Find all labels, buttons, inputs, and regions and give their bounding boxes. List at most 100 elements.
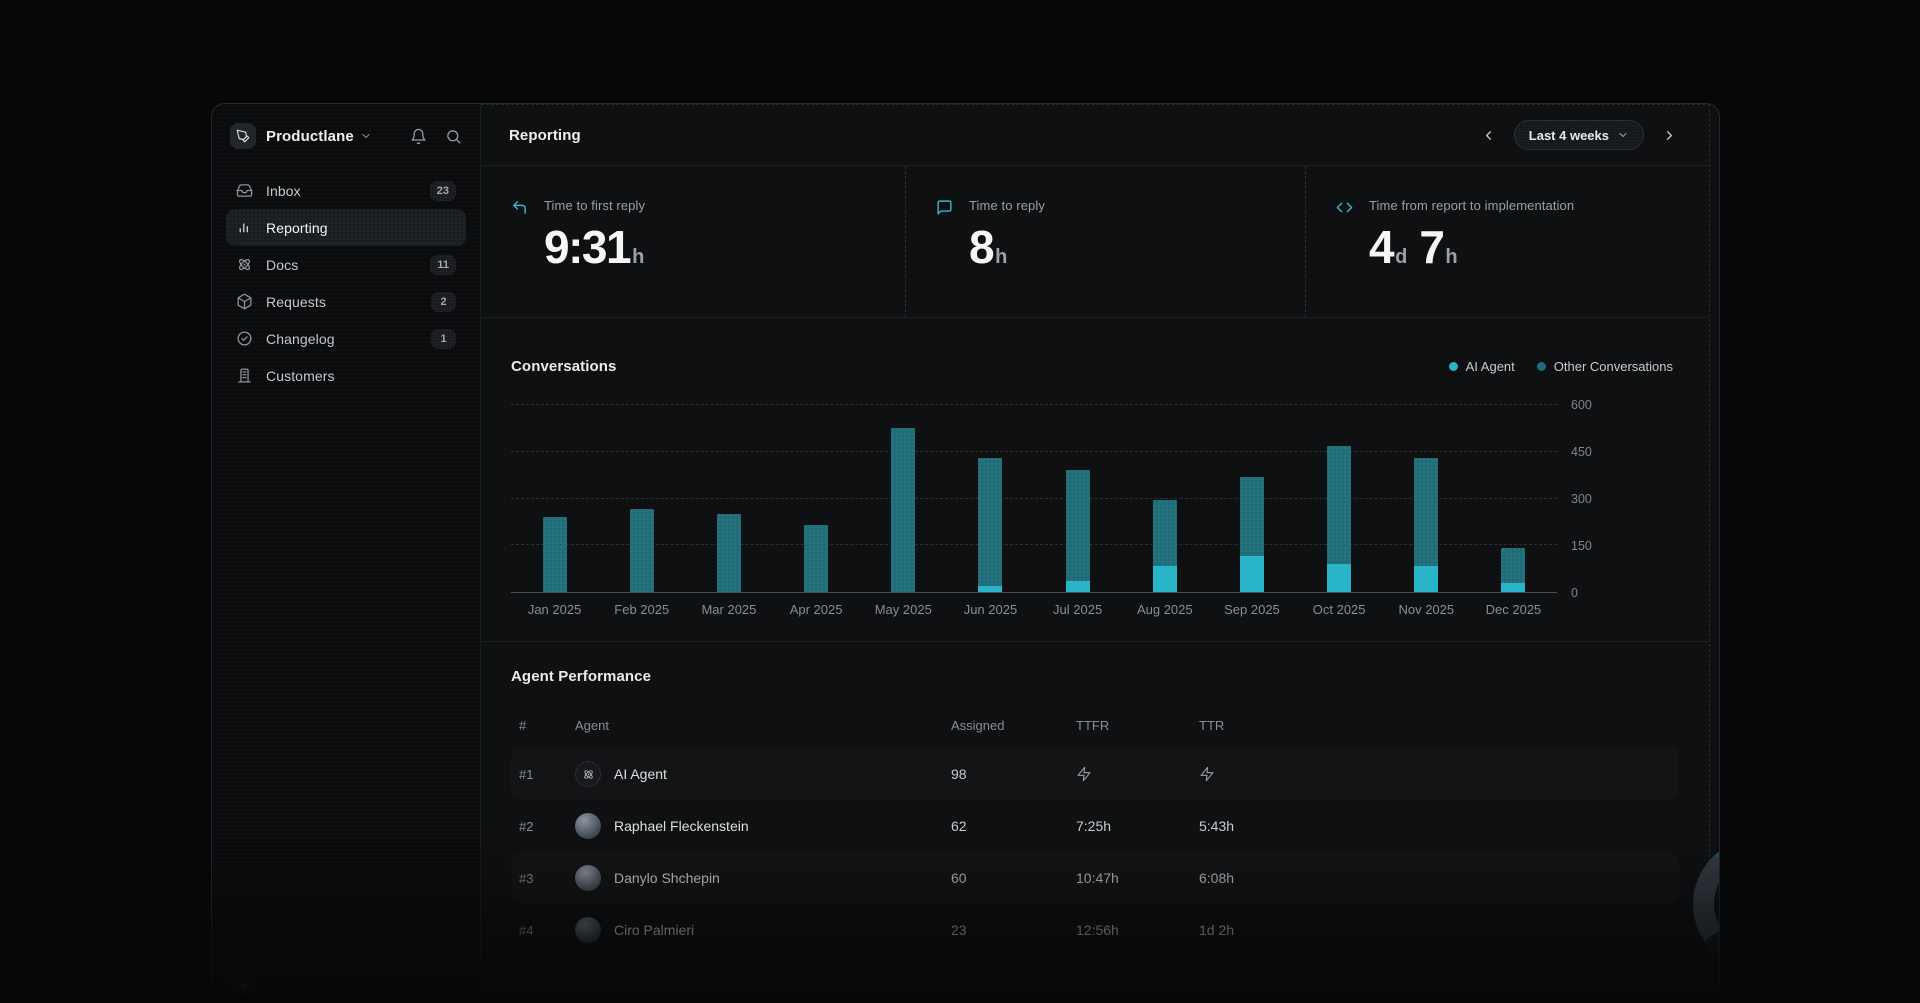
zap-icon xyxy=(1076,766,1199,782)
building-icon xyxy=(236,367,253,384)
agent-cell: AI Agent xyxy=(575,761,951,787)
segment-other-conversations xyxy=(1327,445,1352,564)
ttr-cell: 6:08h xyxy=(1199,870,1235,886)
segment-ai-agent xyxy=(1414,565,1439,592)
sidebar-item-label: Changelog xyxy=(266,330,335,347)
legend-label: Other Conversations xyxy=(1553,359,1673,374)
bar-jun-2025[interactable] xyxy=(947,405,1034,592)
chevron-down-icon xyxy=(1617,129,1629,141)
bar-chart-icon xyxy=(236,219,253,236)
atom-icon xyxy=(236,256,253,273)
segment-other-conversations xyxy=(1239,476,1264,557)
x-tick-label: Dec 2025 xyxy=(1485,602,1542,617)
segment-other-conversations xyxy=(1152,500,1177,566)
sidebar-item-label: Inbox xyxy=(266,182,301,199)
bar-dec-2025[interactable] xyxy=(1470,405,1557,592)
notifications-button[interactable] xyxy=(410,128,427,145)
sidebar-item-badge: 1 xyxy=(431,328,456,349)
sidebar: Productlane Inbox 23 Reporting Docs 11 Reques… xyxy=(212,104,481,1003)
inbox-icon xyxy=(236,182,253,199)
ttfr-cell: 10:47h xyxy=(1076,870,1119,886)
help-button[interactable]: ? xyxy=(228,974,258,1003)
bar-apr-2025[interactable] xyxy=(773,405,860,592)
bar-stack xyxy=(1327,405,1352,592)
bar-feb-2025[interactable] xyxy=(598,405,685,592)
sidebar-item-badge: 2 xyxy=(431,291,456,312)
table-row[interactable]: #1 AI Agent 98 xyxy=(511,748,1679,800)
avatar xyxy=(575,761,601,787)
ttfr-cell: 12:56h xyxy=(1076,922,1119,938)
ttr-cell: 1d 2h xyxy=(1199,922,1235,938)
sidebar-item-badge: 23 xyxy=(429,180,456,201)
segment-ai-agent xyxy=(1327,563,1352,592)
legend-item[interactable]: Other Conversations xyxy=(1536,359,1673,374)
bar-oct-2025[interactable] xyxy=(1296,405,1383,592)
bar-may-2025[interactable] xyxy=(860,405,947,592)
chart-y-axis: 0 150 300 450 600 xyxy=(1571,398,1613,600)
x-tick-label: Apr 2025 xyxy=(789,602,843,617)
sidebar-item-reporting[interactable]: Reporting xyxy=(226,209,466,246)
chart-plot-area xyxy=(511,404,1557,593)
cube-icon xyxy=(236,293,253,310)
segment-other-conversations xyxy=(1501,548,1526,583)
sidebar-item-customers[interactable]: Customers xyxy=(226,357,466,394)
segment-ai-agent xyxy=(1239,556,1264,592)
bar-stack xyxy=(1414,405,1439,592)
bar-nov-2025[interactable] xyxy=(1383,405,1470,592)
segment-other-conversations xyxy=(1414,458,1439,566)
agent-performance-table: # Agent Assigned TTFR TTR #1 AI Agent 98 #2 Raph… xyxy=(511,708,1679,956)
x-tick-label: Jan 2025 xyxy=(527,602,582,617)
bar-aug-2025[interactable] xyxy=(1121,405,1208,592)
sidebar-item-docs[interactable]: Docs 11 xyxy=(226,246,466,283)
legend-dot xyxy=(1536,362,1546,371)
segment-other-conversations xyxy=(891,428,916,592)
conversations-section: Conversations AI Agent Other Conversation… xyxy=(481,318,1709,642)
workspace-switcher[interactable]: Productlane xyxy=(230,123,372,149)
bars-row xyxy=(511,405,1557,592)
bar-stack xyxy=(804,405,829,592)
table-row[interactable]: #4 Ciro Palmieri 23 12:56h 1d 2h xyxy=(511,904,1679,956)
check-circle-icon xyxy=(236,330,253,347)
bar-stack xyxy=(1239,405,1264,592)
bar-jul-2025[interactable] xyxy=(1034,405,1121,592)
rank-cell: #1 xyxy=(519,766,534,782)
chevron-down-icon xyxy=(360,130,372,142)
bar-sep-2025[interactable] xyxy=(1208,405,1295,592)
prev-range-button[interactable] xyxy=(1477,124,1500,147)
page-header: Reporting Last 4 weeks xyxy=(481,105,1709,166)
kpi-label: Time to reply xyxy=(969,198,1045,213)
reply-arrow-icon xyxy=(511,199,528,317)
next-range-button[interactable] xyxy=(1658,124,1681,147)
x-tick-label: May 2025 xyxy=(874,602,932,617)
chat-bubble-icon xyxy=(936,199,953,317)
bar-stack xyxy=(542,405,567,592)
column-header: TTR xyxy=(1199,717,1225,733)
rank-cell: #4 xyxy=(519,922,534,938)
conversations-chart: 0 150 300 450 600 Jan 2025 Feb 2025 Mar 2025 Ap… xyxy=(511,398,1613,617)
legend-item[interactable]: AI Agent xyxy=(1448,359,1515,374)
assigned-cell: 60 xyxy=(951,870,967,886)
workspace-name: Productlane xyxy=(266,127,354,145)
sidebar-item-changelog[interactable]: Changelog 1 xyxy=(226,320,466,357)
date-range-select[interactable]: Last 4 weeks xyxy=(1513,120,1644,150)
sidebar-item-inbox[interactable]: Inbox 23 xyxy=(226,172,466,209)
column-header: Agent xyxy=(575,717,609,733)
bar-jan-2025[interactable] xyxy=(511,405,598,592)
search-button[interactable] xyxy=(445,128,462,145)
kpi-label: Time from report to implementation xyxy=(1369,198,1575,213)
sidebar-item-requests[interactable]: Requests 2 xyxy=(226,283,466,320)
bar-mar-2025[interactable] xyxy=(685,405,772,592)
table-row[interactable]: #3 Danylo Shchepin 60 10:47h 6:08h xyxy=(511,852,1679,904)
legend-label: AI Agent xyxy=(1465,359,1515,374)
segment-other-conversations xyxy=(978,458,1003,586)
code-icon xyxy=(1336,199,1353,317)
assigned-cell: 23 xyxy=(951,922,967,938)
zap-icon xyxy=(1199,766,1671,782)
table-row[interactable]: #2 Raphael Fleckenstein 62 7:25h 5:43h xyxy=(511,800,1679,852)
agent-cell: Ciro Palmieri xyxy=(575,917,951,943)
sidebar-item-label: Requests xyxy=(266,293,326,310)
bar-stack xyxy=(716,405,741,592)
segment-ai-agent xyxy=(978,585,1003,592)
